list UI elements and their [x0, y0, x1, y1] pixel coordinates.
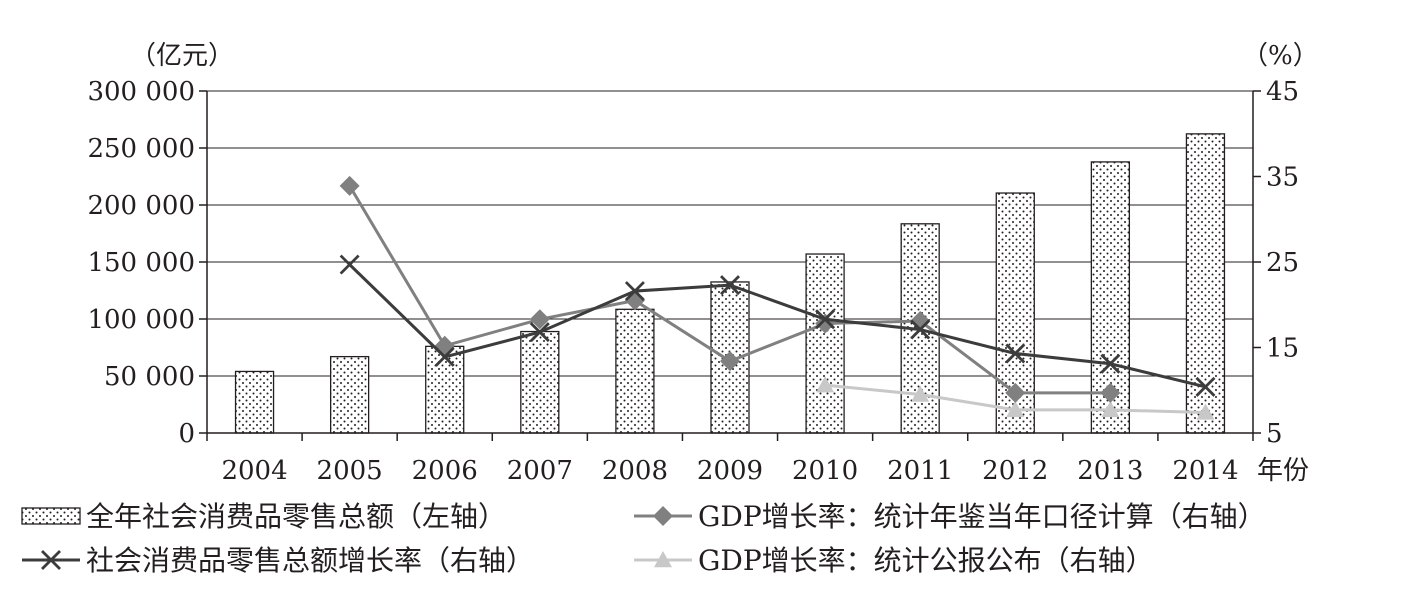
data-point	[815, 309, 836, 330]
x-tick-label: 2006	[412, 456, 478, 486]
left-tick-label: 100 000	[87, 305, 195, 335]
line-series	[339, 175, 1216, 420]
right-tick-label: 45	[1266, 77, 1299, 107]
right-axis-ticks: 5 15 25 35 45	[1253, 77, 1299, 449]
data-point	[1006, 400, 1025, 418]
left-tick-label: 250 000	[87, 134, 195, 164]
data-point	[1005, 382, 1026, 403]
x-axis-ticks: 2004 2005 2006 2007 2008 2009 2010 2011 2012 2013…	[206, 433, 1254, 486]
data-point	[434, 346, 455, 367]
x-tick-label: 2013	[1077, 456, 1143, 486]
left-tick-label: 50 000	[104, 362, 195, 392]
right-tick-label: 15	[1266, 334, 1299, 364]
data-point	[1005, 343, 1026, 364]
data-point	[911, 385, 930, 402]
data-point	[339, 175, 360, 196]
bar	[805, 253, 845, 434]
legend-label: 社会消费品零售总额增长率（右轴）	[86, 544, 534, 577]
x-tick-label: 2004	[221, 456, 287, 486]
data-point	[339, 254, 360, 275]
x-tick-label: 2008	[602, 456, 668, 486]
x-tick-label: 2007	[507, 456, 573, 486]
series-x	[339, 254, 1216, 397]
x-tick-label: 2005	[317, 456, 383, 486]
data-point	[816, 376, 835, 393]
right-axis-unit: （%）	[1242, 41, 1319, 71]
left-tick-label: 0	[178, 419, 195, 449]
bar	[329, 355, 370, 434]
left-tick-label: 300 000	[87, 77, 195, 107]
right-tick-label: 5	[1266, 419, 1283, 449]
data-point	[624, 281, 645, 302]
data-point	[529, 309, 550, 330]
right-tick-label: 25	[1266, 248, 1299, 278]
legend-label: GDP增长率：统计年鉴当年口径计算（右轴）	[698, 500, 1266, 533]
legend-swatch-marker	[654, 551, 672, 568]
bar	[520, 330, 560, 434]
legend-label: GDP增长率：统计公报公布（右轴）	[698, 544, 1154, 577]
left-tick-label: 150 000	[87, 248, 195, 278]
bar	[234, 370, 275, 434]
left-axis-unit: （亿元）	[130, 41, 234, 71]
data-point	[1101, 400, 1120, 418]
legend-swatch-bar	[21, 507, 81, 525]
x-tick-label: 2012	[982, 456, 1048, 486]
x-tick-label: 2009	[697, 456, 763, 486]
right-tick-label: 35	[1266, 163, 1299, 193]
series-triangle	[816, 376, 1215, 420]
data-point	[1196, 403, 1215, 420]
legend-swatch-marker	[41, 550, 61, 570]
legend-swatch-marker	[653, 506, 673, 526]
series-line	[348, 263, 1206, 389]
x-tick-label: 2011	[887, 456, 953, 486]
data-point	[720, 351, 740, 372]
data-point	[1100, 353, 1121, 374]
x-axis-unit: 年份	[1257, 456, 1309, 486]
left-tick-label: 200 000	[87, 191, 195, 221]
legend-label: 全年社会消费品零售总额（左轴）	[86, 500, 506, 533]
data-point	[1100, 382, 1121, 403]
data-point	[529, 322, 550, 343]
bar	[425, 345, 465, 434]
data-point	[1195, 376, 1216, 397]
x-tick-label: 2010	[792, 456, 858, 486]
legend: 全年社会消费品零售总额（左轴） GDP增长率：统计年鉴当年口径计算（右轴） 社会消费…	[21, 500, 1266, 577]
data-point	[720, 275, 740, 296]
gridlines	[207, 90, 1253, 377]
bar	[615, 308, 655, 434]
data-point	[910, 319, 931, 340]
x-tick-label: 2014	[1172, 456, 1238, 486]
left-axis-ticks: 0 50 000 100 000 150 000 200 000 250 000 300 0…	[87, 77, 207, 449]
